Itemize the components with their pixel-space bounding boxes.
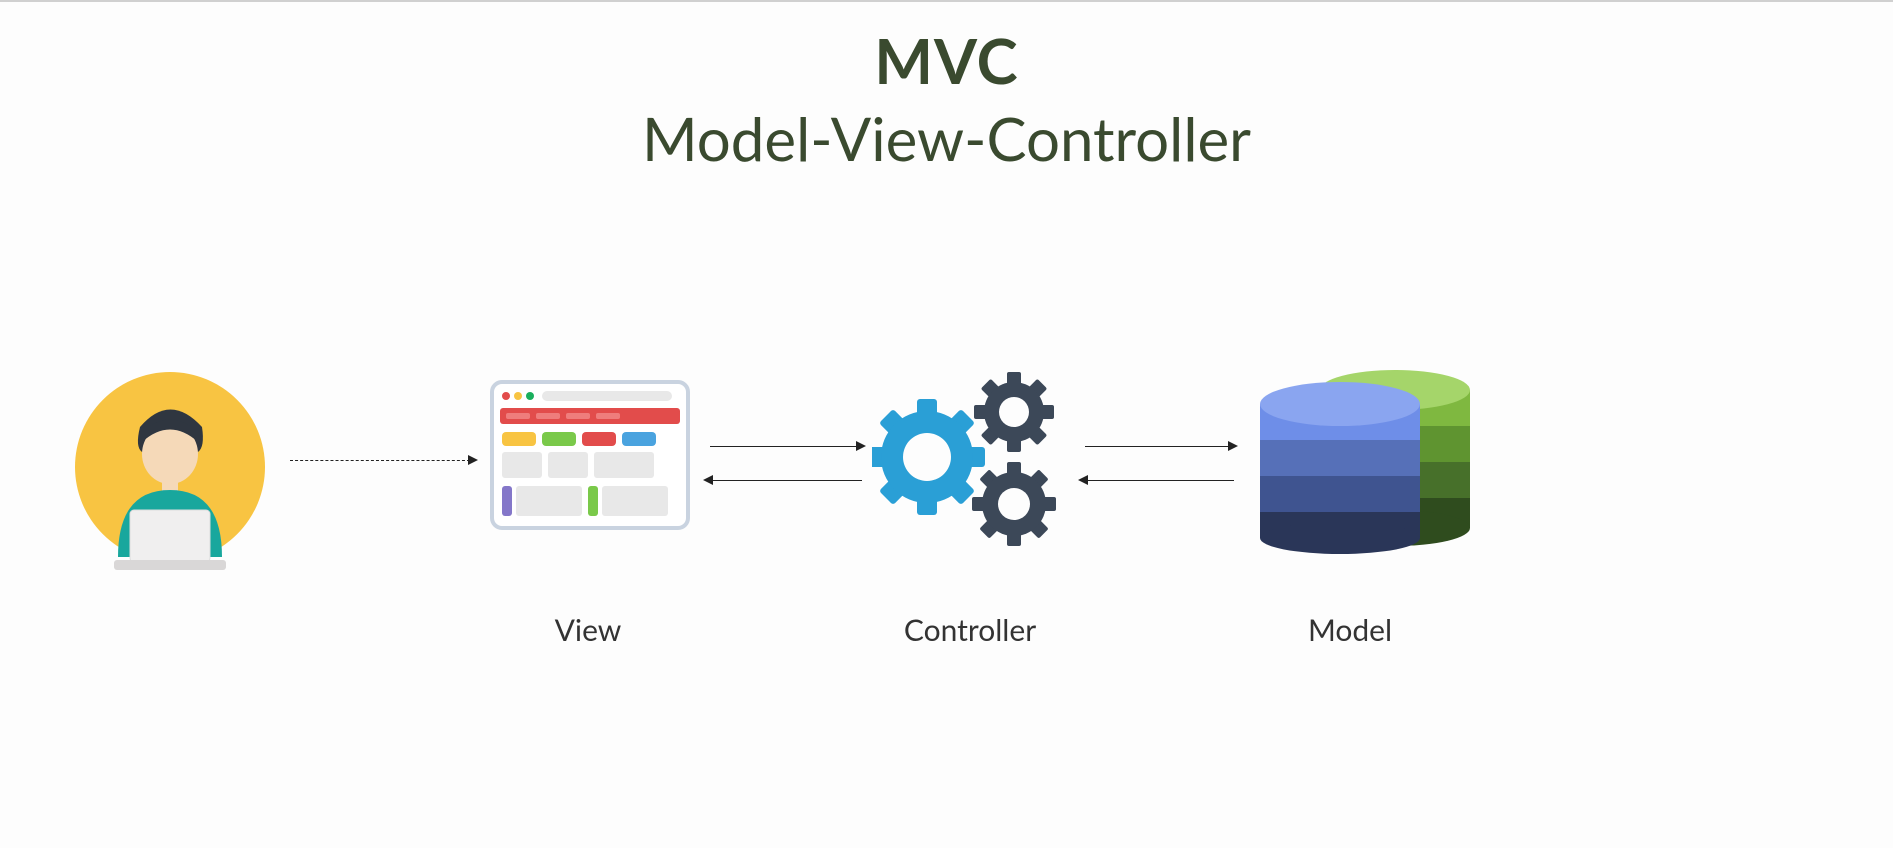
node-view bbox=[490, 380, 690, 534]
title-subtitle: Model-View-Controller bbox=[0, 102, 1893, 174]
user-laptop-icon bbox=[70, 372, 270, 572]
mvc-diagram: View bbox=[0, 362, 1893, 712]
label-controller: Controller bbox=[870, 612, 1070, 648]
title-block: MVC Model-View-Controller bbox=[0, 2, 1893, 174]
label-model: Model bbox=[1250, 612, 1450, 648]
gears-icon bbox=[872, 362, 1072, 552]
arrow-view-to-controller bbox=[710, 446, 858, 447]
browser-window-icon bbox=[490, 380, 690, 530]
node-user bbox=[70, 372, 270, 576]
label-view: View bbox=[488, 612, 688, 648]
title-main: MVC bbox=[0, 24, 1893, 98]
arrow-user-to-view bbox=[290, 460, 470, 461]
arrow-controller-to-view bbox=[712, 480, 862, 481]
arrowhead-icon bbox=[468, 455, 478, 465]
arrowhead-icon bbox=[703, 475, 713, 485]
node-controller bbox=[872, 362, 1072, 556]
arrow-controller-to-model bbox=[1085, 446, 1230, 447]
arrow-model-to-controller bbox=[1087, 480, 1234, 481]
arrowhead-icon bbox=[1078, 475, 1088, 485]
database-icon bbox=[1250, 360, 1470, 555]
arrowhead-icon bbox=[1228, 441, 1238, 451]
arrowhead-icon bbox=[856, 441, 866, 451]
node-model bbox=[1250, 360, 1470, 559]
